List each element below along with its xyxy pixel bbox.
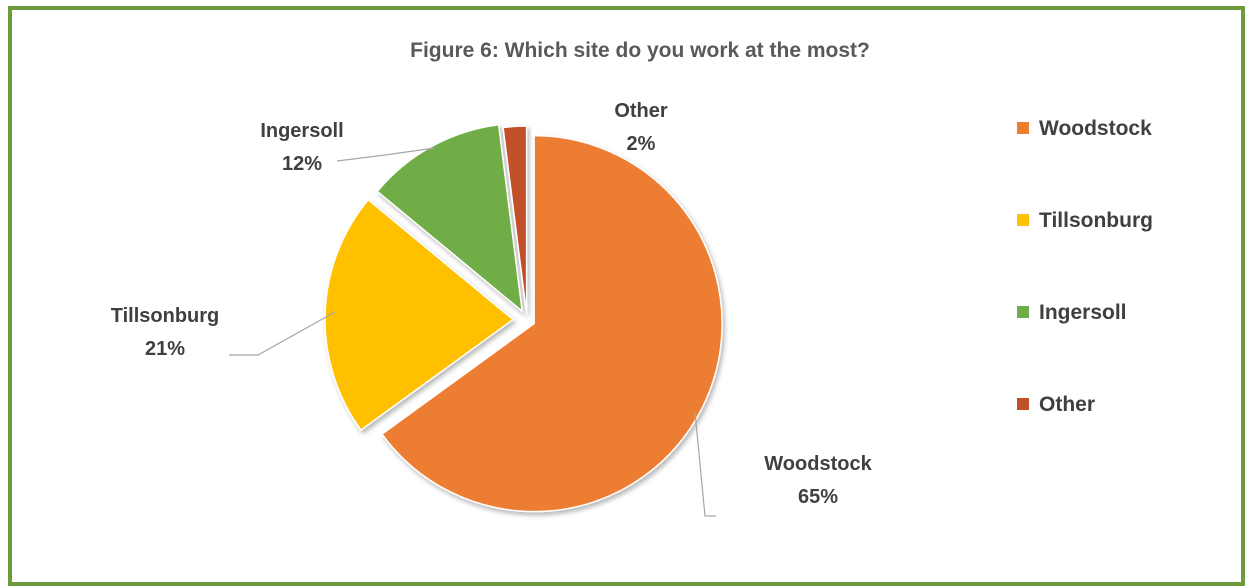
legend-label-woodstock: Woodstock (1039, 117, 1152, 140)
data-label-value-woodstock: 65% (798, 486, 838, 508)
leader-lines (229, 147, 716, 517)
pie-slice-other (502, 125, 528, 315)
legend: Woodstock Tillsonburg Ingersoll Other (1017, 117, 1153, 416)
legend-label-tillsonburg: Tillsonburg (1039, 209, 1153, 232)
pie-chart: Figure 6: Which site do you work at the … (111, 39, 1153, 517)
data-label-value-tillsonburg: 21% (145, 338, 185, 360)
pie-slice-tillsonburg (324, 198, 515, 432)
legend-label-ingersoll: Ingersoll (1039, 301, 1127, 324)
leader-line-woodstock (694, 411, 716, 517)
data-labels: Woodstock 65% Tillsonburg 21% Ingersoll 12% Ot… (111, 100, 873, 508)
pie-slice-ingersoll (376, 123, 524, 314)
legend-label-other: Other (1039, 393, 1095, 416)
data-label-value-ingersoll: 12% (282, 153, 322, 175)
chart-title: Figure 6: Which site do you work at the … (410, 39, 870, 62)
legend-swatch-tillsonburg (1017, 214, 1029, 226)
legend-swatch-other (1017, 398, 1029, 410)
data-label-name-woodstock: Woodstock (764, 453, 872, 475)
data-label-name-tillsonburg: Tillsonburg (111, 305, 220, 327)
data-label-value-other: 2% (627, 133, 656, 155)
legend-swatch-woodstock (1017, 122, 1029, 134)
data-label-name-other: Other (614, 100, 668, 122)
pie-slices (324, 123, 723, 513)
pie-slice-woodstock (380, 134, 723, 513)
legend-swatch-ingersoll (1017, 306, 1029, 318)
leader-line-ingersoll (336, 147, 436, 162)
leader-line-tillsonburg (229, 311, 336, 356)
data-label-name-ingersoll: Ingersoll (260, 120, 343, 142)
